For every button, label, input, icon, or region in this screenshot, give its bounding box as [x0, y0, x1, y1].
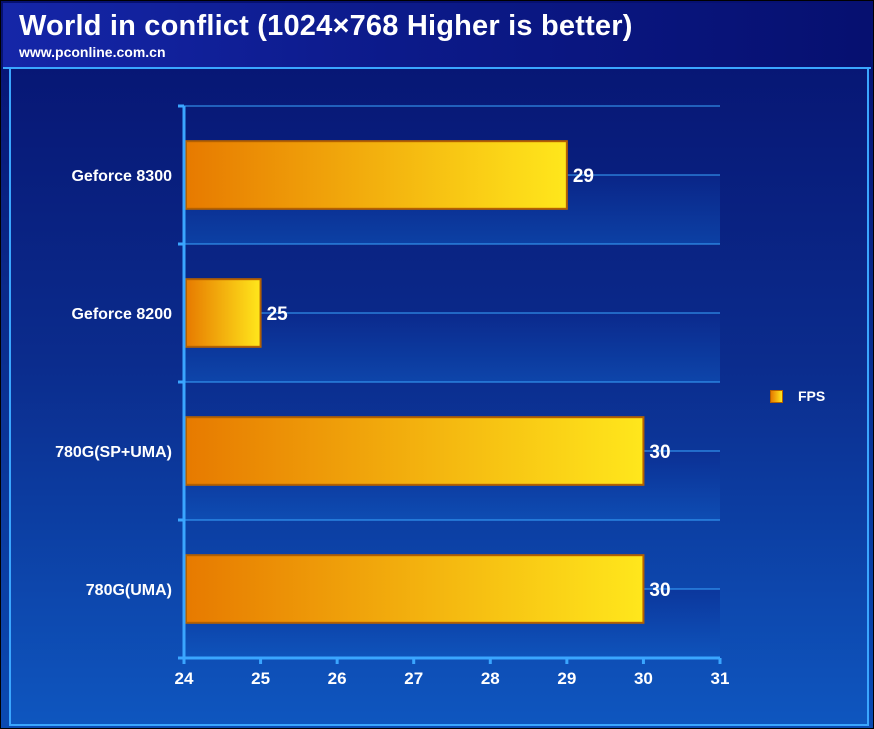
x-tick-label: 29: [557, 669, 576, 688]
category-label: Geforce 8200: [71, 306, 172, 323]
bar: [185, 140, 568, 210]
chart-subtitle: www.pconline.com.cn: [19, 44, 166, 60]
row-band: [184, 313, 720, 382]
chart-title: World in conflict (1024×768 Higher is be…: [19, 10, 633, 42]
x-tick-label: 28: [481, 669, 500, 688]
bar-value-label: 30: [649, 580, 670, 601]
x-tick-label: 27: [404, 669, 423, 688]
chart-header: World in conflict (1024×768 Higher is be…: [3, 3, 871, 69]
category-label: Geforce 8300: [71, 168, 172, 185]
category-label: 780G(SP+UMA): [55, 444, 172, 461]
bar-value-label: 30: [649, 442, 670, 463]
x-tick-label: 30: [634, 669, 653, 688]
bar: [185, 416, 645, 486]
bar-value-label: 29: [573, 166, 594, 187]
legend-swatch: [770, 389, 783, 403]
x-tick-label: 25: [251, 669, 270, 688]
bar: [185, 278, 262, 348]
legend-label: FPS: [798, 388, 826, 404]
x-tick-label: 26: [328, 669, 347, 688]
category-label: 780G(UMA): [86, 582, 172, 599]
x-tick-label: 31: [711, 669, 730, 688]
bar: [185, 554, 645, 624]
bar-value-label: 25: [267, 304, 289, 325]
legend: FPS: [770, 388, 825, 404]
x-tick-label: 24: [175, 669, 194, 688]
